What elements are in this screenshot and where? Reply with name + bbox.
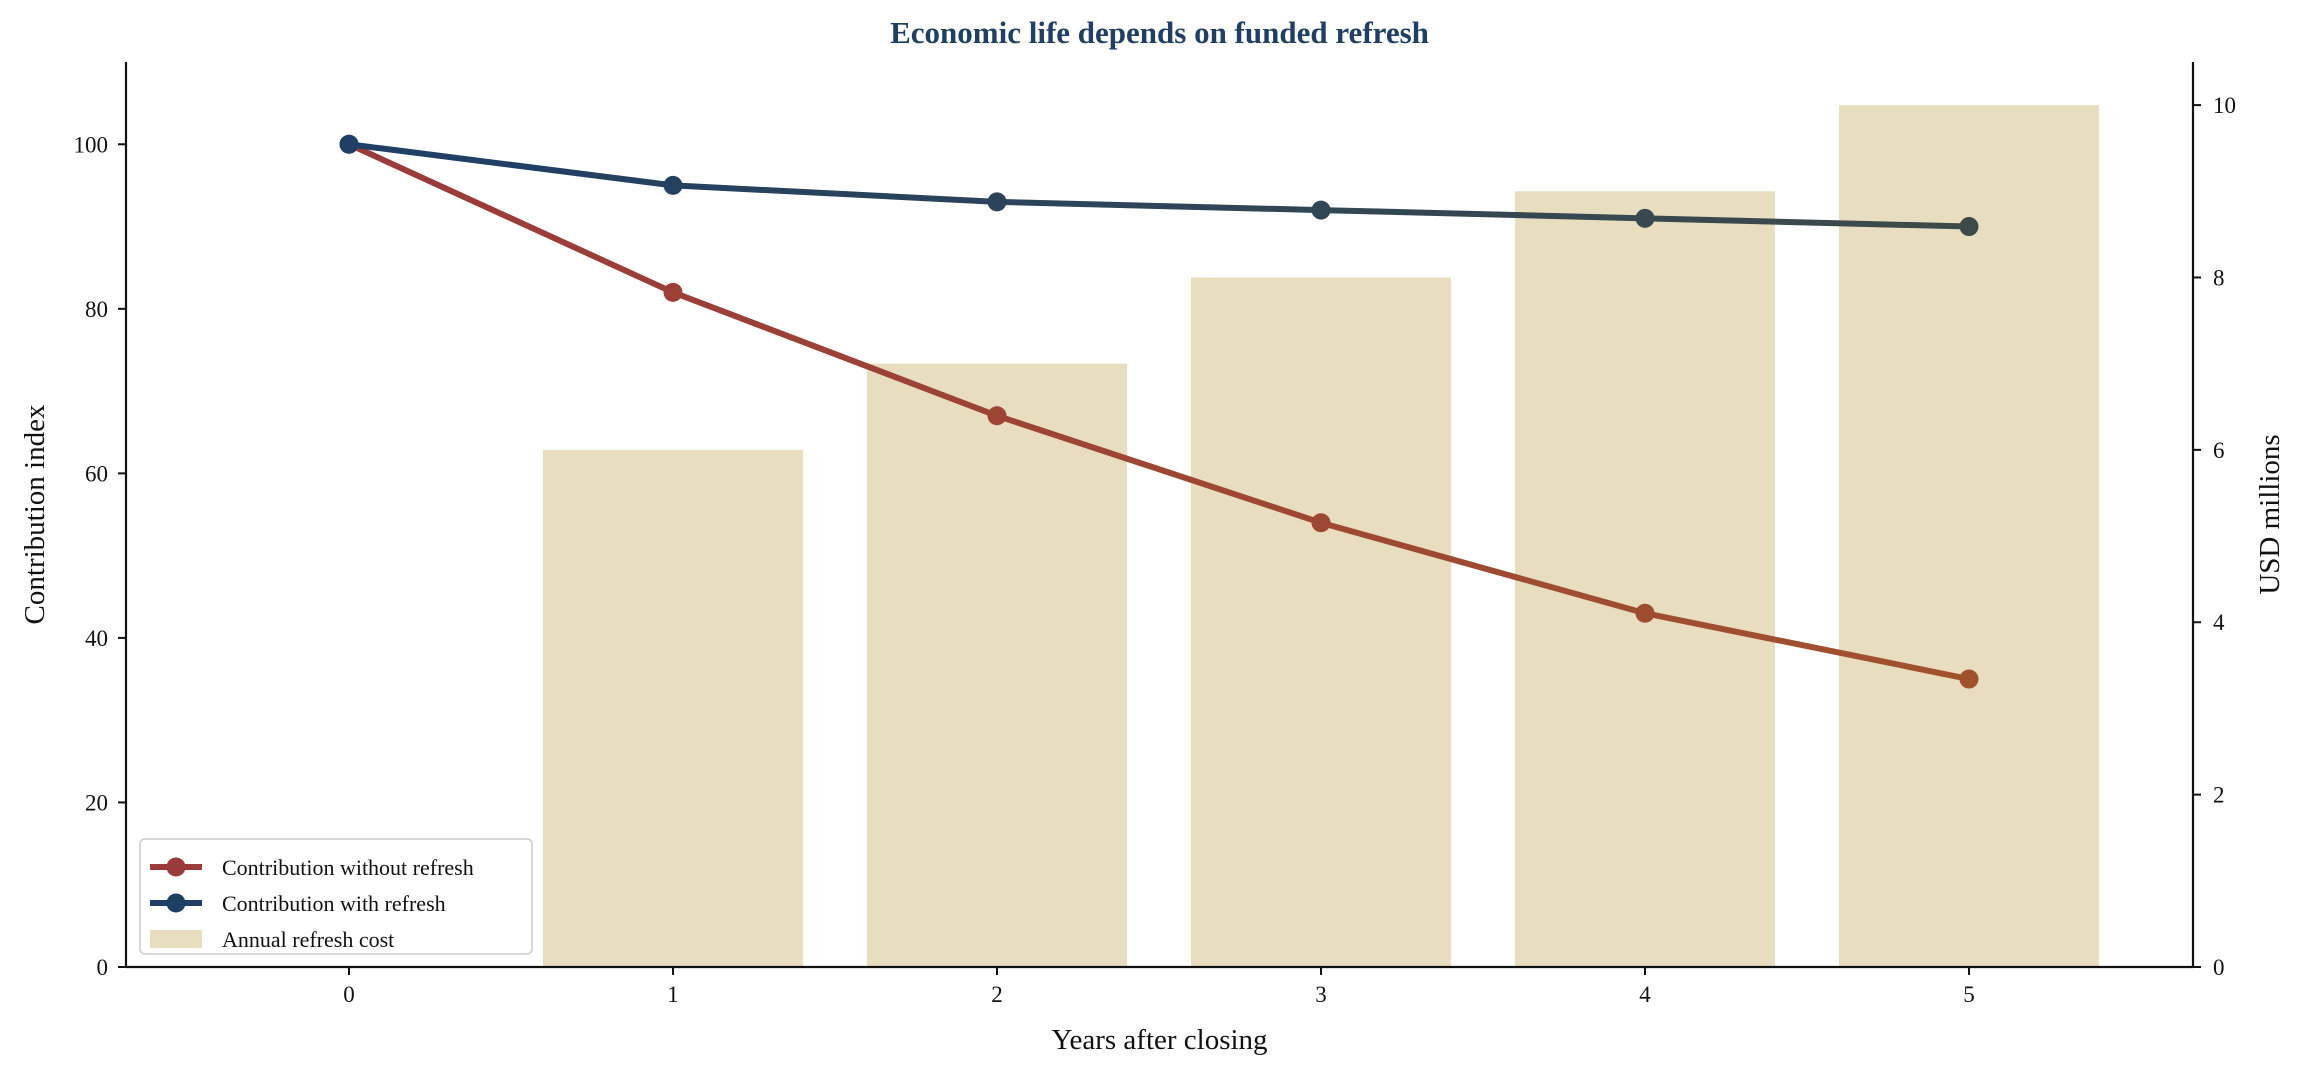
x-tick-label-4: 4 bbox=[1639, 982, 1651, 1007]
point-with-refresh-4 bbox=[1635, 208, 1655, 228]
y-left-tick-label-0: 0 bbox=[97, 955, 109, 980]
y-right-tick-label-6: 6 bbox=[2213, 438, 2225, 463]
y-left-axis-title: Contribution index bbox=[19, 404, 51, 624]
y-left-tick-label-20: 20 bbox=[85, 790, 108, 815]
y-left-tick-label-100: 100 bbox=[74, 132, 109, 157]
lines-layer bbox=[339, 134, 1979, 689]
point-without-refresh-3 bbox=[1311, 513, 1331, 533]
chart-title: Economic life depends on funded refresh bbox=[890, 15, 1429, 50]
x-tick-label-5: 5 bbox=[1963, 982, 1975, 1007]
y-right-tick-label-2: 2 bbox=[2213, 783, 2225, 808]
line-with-refresh bbox=[346, 141, 1972, 230]
axes-layer: 0 1 2 3 4 5 0 20 40 60 80 100 0 2 4 6 8 10 bbox=[74, 62, 2236, 1007]
point-with-refresh-3 bbox=[1311, 200, 1331, 220]
point-with-refresh-1 bbox=[663, 175, 683, 195]
x-axis-title: Years after closing bbox=[1051, 1024, 1267, 1056]
legend-label-refresh-cost: Annual refresh cost bbox=[222, 927, 394, 952]
point-with-refresh-5 bbox=[1959, 217, 1979, 237]
legend-swatch-refresh-cost bbox=[150, 930, 202, 948]
y-left-tick-label-80: 80 bbox=[85, 297, 108, 322]
y-right-tick-label-8: 8 bbox=[2213, 265, 2225, 290]
x-tick-label-2: 2 bbox=[991, 982, 1003, 1007]
bar-refresh-cost-5 bbox=[1839, 105, 2099, 968]
point-without-refresh-5 bbox=[1959, 669, 1979, 689]
bar-refresh-cost-1 bbox=[543, 449, 803, 967]
y-right-tick-label-10: 10 bbox=[2213, 93, 2236, 118]
bar-refresh-cost-2 bbox=[867, 363, 1127, 968]
point-without-refresh-1 bbox=[663, 282, 683, 302]
y-left-tick-label-60: 60 bbox=[85, 461, 108, 486]
legend-label-with-refresh: Contribution with refresh bbox=[222, 891, 446, 916]
x-tick-label-3: 3 bbox=[1315, 982, 1327, 1007]
y-left-tick-label-40: 40 bbox=[85, 626, 108, 651]
x-tick-label-1: 1 bbox=[667, 982, 679, 1007]
point-with-refresh-2 bbox=[987, 192, 1007, 212]
legend-label-without-refresh: Contribution without refresh bbox=[222, 855, 474, 880]
legend-box bbox=[139, 838, 533, 955]
point-with-refresh-0 bbox=[339, 134, 359, 154]
legend: Contribution without refresh Contribution… bbox=[139, 838, 533, 955]
bar-refresh-cost-3 bbox=[1191, 277, 1451, 967]
y-right-tick-label-4: 4 bbox=[2213, 610, 2225, 635]
y-right-tick-label-0: 0 bbox=[2213, 955, 2225, 980]
bar-refresh-cost-4 bbox=[1515, 191, 1775, 968]
point-without-refresh-2 bbox=[987, 406, 1007, 426]
legend-marker-with-refresh bbox=[166, 893, 186, 913]
y-right-axis-title: USD millions bbox=[2254, 434, 2286, 594]
point-without-refresh-4 bbox=[1635, 603, 1655, 623]
line-without-refresh bbox=[346, 141, 1972, 683]
legend-marker-without-refresh bbox=[166, 857, 186, 877]
bars-layer bbox=[543, 105, 2099, 968]
x-tick-label-0: 0 bbox=[343, 982, 355, 1007]
